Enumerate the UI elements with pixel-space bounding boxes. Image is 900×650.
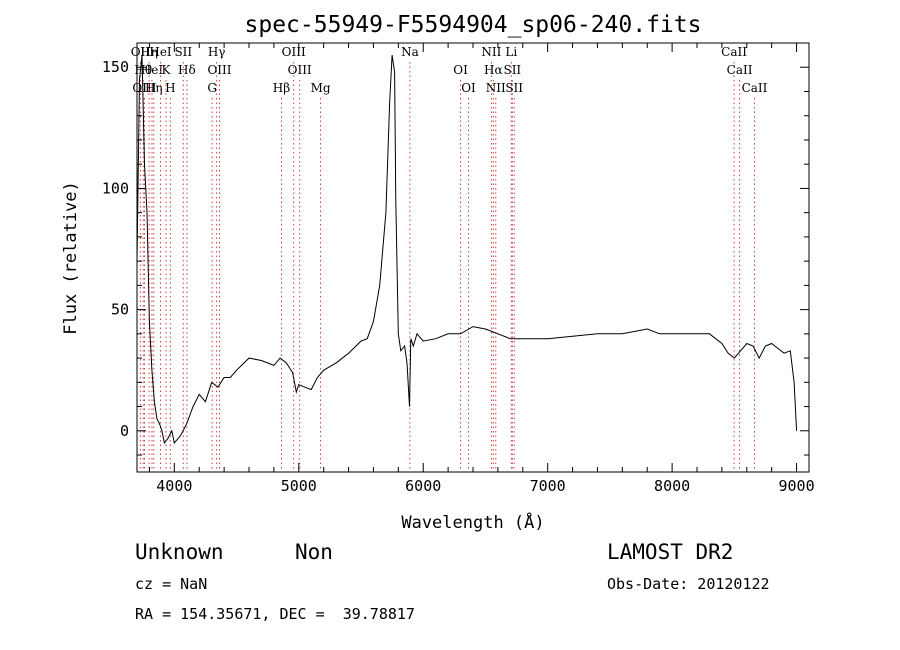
line-marker-label: Hη xyxy=(145,81,163,95)
y-tick-label: 50 xyxy=(111,301,129,319)
line-marker-label: SII xyxy=(505,81,523,95)
subclass-label: Non xyxy=(295,540,333,564)
line-marker-label: OI xyxy=(461,81,476,95)
line-marker-label: Hα xyxy=(484,63,503,77)
y-tick-label: 0 xyxy=(120,422,129,440)
x-tick-label: 9000 xyxy=(778,477,814,495)
line-marker-label: Hη xyxy=(140,45,158,59)
y-axis-label: Flux (relative) xyxy=(61,181,81,335)
y-tick-label: 100 xyxy=(102,179,129,197)
line-marker-label: Hβ xyxy=(273,81,290,95)
line-marker-label: SII xyxy=(174,45,192,59)
line-marker-label: Na xyxy=(401,45,419,59)
line-marker-label: HeI xyxy=(141,63,164,77)
plot-area: OIIHθOIIIHηHeIHηHeIKHSIIHδGHγOIIIHβOIIIO… xyxy=(102,42,815,495)
line-marker-label: OI xyxy=(453,63,468,77)
line-marker-label: K xyxy=(162,63,172,77)
line-marker-label: CaII xyxy=(721,45,747,59)
y-tick-label: 150 xyxy=(102,58,129,76)
survey-label: LAMOST DR2 xyxy=(607,540,734,564)
line-marker-label: Hδ xyxy=(178,63,196,77)
line-marker-label: OIII xyxy=(207,63,231,77)
line-marker-label: Mg xyxy=(311,81,331,95)
x-tick-label: 4000 xyxy=(156,477,192,495)
x-tick-label: 6000 xyxy=(405,477,441,495)
x-tick-label: 5000 xyxy=(281,477,317,495)
chart-title: spec-55949-F5594904_sp06-240.fits xyxy=(245,12,702,38)
x-tick-label: 8000 xyxy=(654,477,690,495)
line-marker-label: CaII xyxy=(727,63,753,77)
line-marker-label: SII xyxy=(503,63,521,77)
line-marker-label: OII xyxy=(131,45,151,59)
class-label: Unknown xyxy=(135,540,224,564)
line-marker-label: OIII xyxy=(288,63,312,77)
spectrum-line xyxy=(136,55,798,445)
line-marker-label: Hθ xyxy=(134,63,152,77)
line-marker-label: NII xyxy=(481,45,501,59)
line-marker-label: CaII xyxy=(742,81,768,95)
plot-frame xyxy=(136,42,810,473)
line-marker-label: HeI xyxy=(149,45,172,59)
line-marker-label: Hγ xyxy=(208,45,226,59)
line-marker-label: Li xyxy=(505,45,517,59)
line-marker-label: OIII xyxy=(282,45,306,59)
obs-date: Obs-Date: 20120122 xyxy=(607,575,770,593)
line-marker-label: H xyxy=(165,81,175,95)
line-marker-label: G xyxy=(207,81,217,95)
cz-value: cz = NaN xyxy=(135,575,208,593)
coordinates: RA = 154.35671, DEC = 39.78817 xyxy=(135,605,415,623)
x-tick-label: 7000 xyxy=(530,477,566,495)
line-marker-label: NII xyxy=(486,81,506,95)
x-axis-label: Wavelength (Å) xyxy=(401,511,544,533)
